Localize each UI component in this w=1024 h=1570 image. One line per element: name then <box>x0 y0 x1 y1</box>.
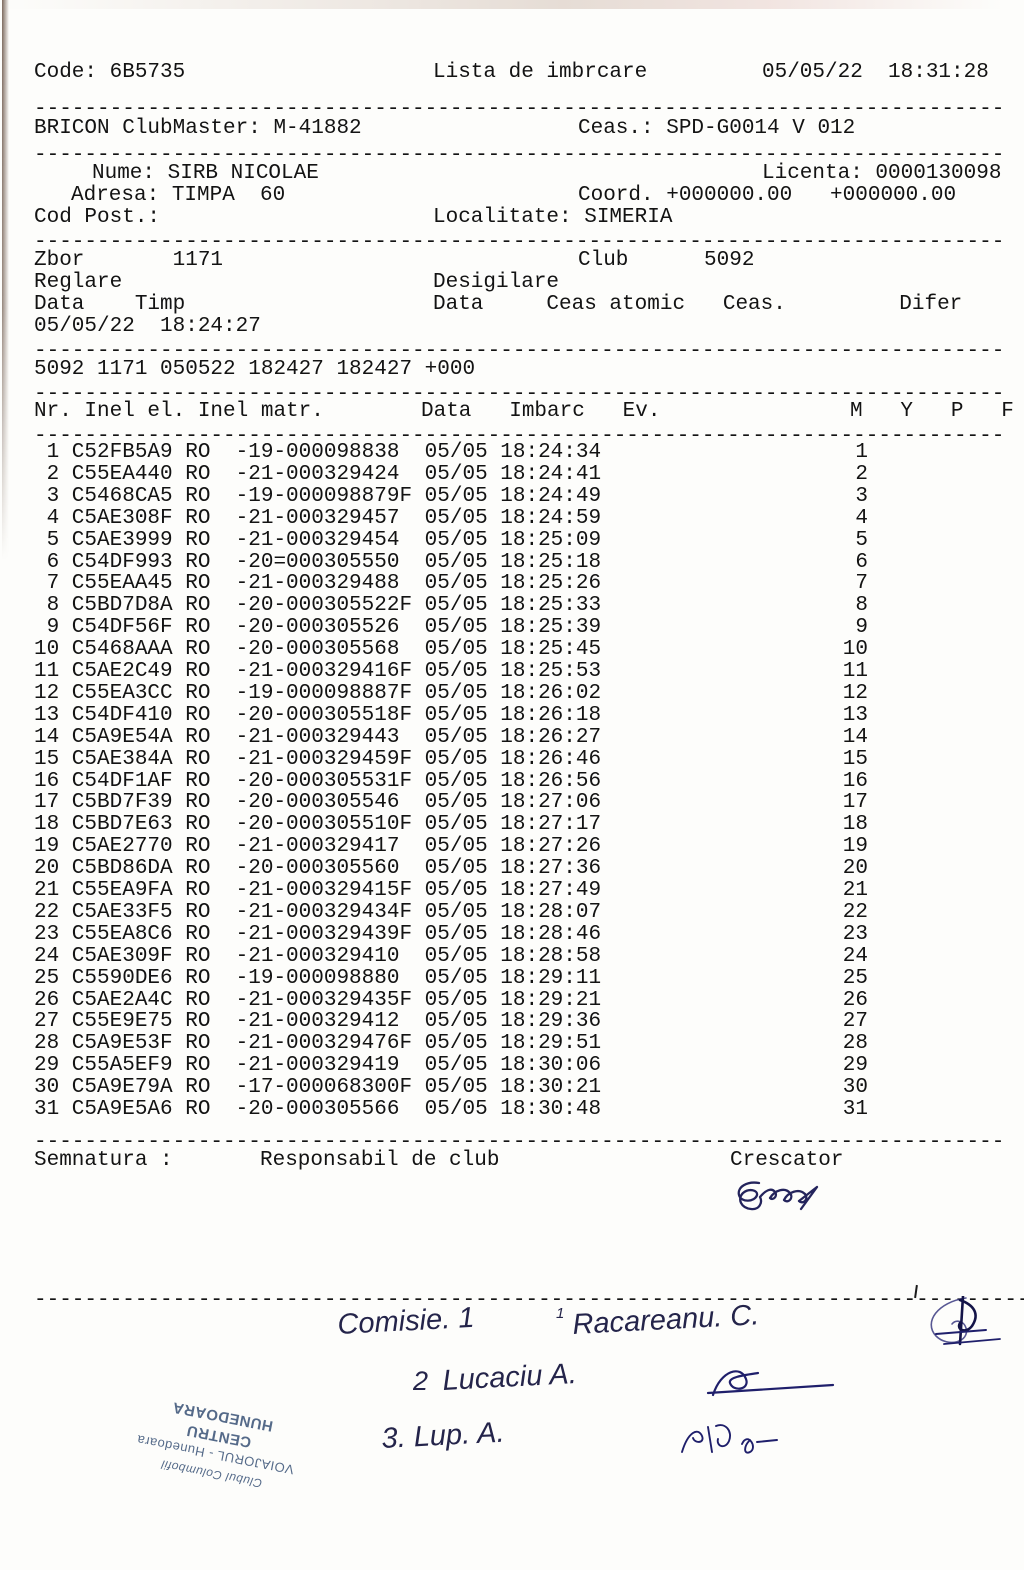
svg-text:3. Lup. A.: 3. Lup. A. <box>382 1417 505 1455</box>
svg-text:1: 1 <box>556 1305 564 1322</box>
svg-text:Lucaciu A.: Lucaciu A. <box>442 1358 578 1397</box>
svg-text:2: 2 <box>413 1366 428 1396</box>
svg-text:Racareanu. C.: Racareanu. C. <box>572 1299 760 1341</box>
svg-text:Comisie. 1: Comisie. 1 <box>338 1302 475 1341</box>
